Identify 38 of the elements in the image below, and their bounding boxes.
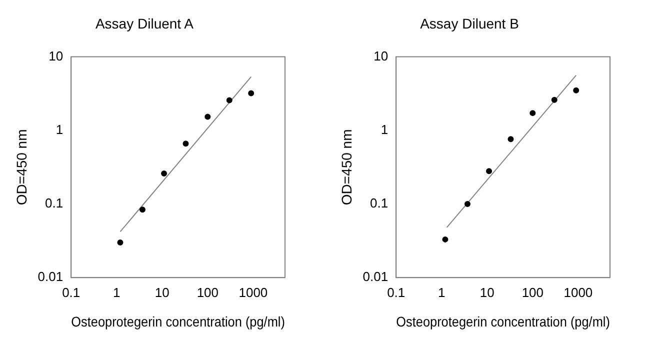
y-tick-label: 0.01	[362, 269, 388, 284]
y-tick-label: 10	[48, 48, 64, 64]
y-axis-title: OD=450 nm	[13, 129, 30, 206]
point	[486, 168, 492, 174]
point	[573, 87, 580, 94]
y-tick-label: 1	[56, 122, 64, 137]
x-axis-title: Osteoprotegerin concentration (pg/ml)	[396, 314, 610, 330]
point	[161, 170, 168, 176]
x-tick-label: 1	[438, 284, 446, 300]
point	[248, 90, 254, 96]
x-tick-label: 0.1	[387, 284, 406, 300]
point	[442, 236, 448, 242]
x-tick-label: 100	[196, 284, 219, 300]
point	[139, 206, 146, 213]
y-tick-label: 10	[374, 48, 388, 64]
x-tick-label: 100	[522, 284, 544, 300]
x-tick-label: 10	[154, 284, 170, 300]
point	[551, 96, 558, 103]
y-tick-label: 0.1	[45, 196, 64, 211]
chart-title: Assay Diluent B	[420, 15, 519, 32]
x-axis-title: Osteoprotegerin concentration (pg/ml)	[71, 314, 285, 330]
point	[508, 136, 514, 142]
x-tick-label: 0.1	[62, 284, 80, 300]
point	[117, 239, 124, 246]
y-tick-label: 0.1	[370, 196, 388, 211]
point	[204, 114, 211, 120]
point	[530, 110, 536, 116]
point	[226, 97, 232, 104]
y-tick-label: 0.01	[38, 269, 64, 284]
point	[464, 201, 470, 207]
y-axis-title: OD=450 nm	[338, 129, 354, 206]
chart-title: Assay Diluent A	[95, 15, 194, 32]
x-tick-label: 10	[480, 284, 494, 300]
x-tick-label: 1	[113, 284, 120, 300]
x-tick-label: 1000	[564, 284, 593, 300]
y-tick-label: 1	[380, 122, 388, 137]
x-tick-label: 1000	[238, 284, 268, 300]
point	[182, 140, 189, 147]
